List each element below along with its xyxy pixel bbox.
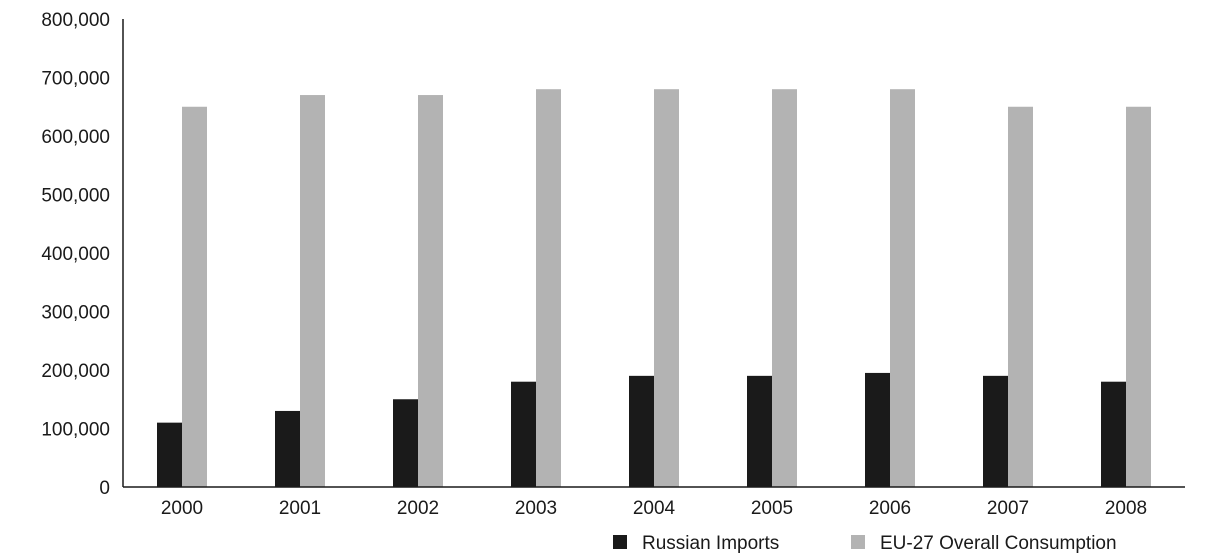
y-tick-label: 500,000 (41, 186, 110, 207)
legend: Russian Imports EU-27 Overall Consumptio… (613, 533, 1117, 554)
y-tick-label: 200,000 (41, 361, 110, 382)
bar-russian-imports (511, 381, 536, 487)
x-tick-label: 2001 (279, 498, 321, 519)
bar-russian-imports (275, 410, 300, 487)
bar-russian-imports (629, 375, 654, 487)
x-tick-label: 2008 (1105, 498, 1147, 519)
bar-eu27-consumption (1008, 106, 1033, 487)
y-tick-label: 0 (99, 478, 110, 499)
x-tick-label: 2002 (397, 498, 439, 519)
x-axis-ticks: 2000 2001 2002 2003 2004 2005 2006 2007 2008 (161, 498, 1147, 519)
bar-eu27-consumption (654, 89, 679, 487)
bar-eu27-consumption (182, 106, 207, 487)
bar-eu27-consumption (1126, 106, 1151, 487)
bar-russian-imports (865, 372, 890, 487)
bar-russian-imports (983, 375, 1008, 487)
y-axis-ticks: 0 100,000 200,000 300,000 400,000 500,000 600,… (41, 10, 110, 499)
bar-russian-imports (747, 375, 772, 487)
bar-russian-imports (157, 422, 182, 487)
y-tick-label: 700,000 (41, 69, 110, 90)
bar-eu27-consumption (418, 95, 443, 488)
x-tick-label: 2000 (161, 498, 203, 519)
y-tick-label: 600,000 (41, 127, 110, 148)
bar-russian-imports (1101, 381, 1126, 487)
legend-label-russian-imports: Russian Imports (642, 533, 779, 554)
y-tick-label: 300,000 (41, 303, 110, 324)
x-tick-label: 2005 (751, 498, 793, 519)
y-tick-label: 100,000 (41, 420, 110, 441)
x-tick-label: 2006 (869, 498, 911, 519)
y-tick-label: 400,000 (41, 244, 110, 265)
legend-swatch-eu27-consumption (851, 535, 865, 549)
bars (157, 89, 1151, 488)
x-tick-label: 2004 (633, 498, 676, 519)
x-tick-label: 2003 (515, 498, 557, 519)
bar-eu27-consumption (890, 89, 915, 487)
x-tick-label: 2007 (987, 498, 1029, 519)
bar-eu27-consumption (300, 95, 325, 488)
bar-eu27-consumption (536, 89, 561, 487)
y-tick-label: 800,000 (41, 10, 110, 31)
legend-label-eu27-consumption: EU-27 Overall Consumption (880, 533, 1117, 554)
bar-eu27-consumption (772, 89, 797, 487)
legend-swatch-russian-imports (613, 535, 627, 549)
bar-russian-imports (393, 399, 418, 487)
